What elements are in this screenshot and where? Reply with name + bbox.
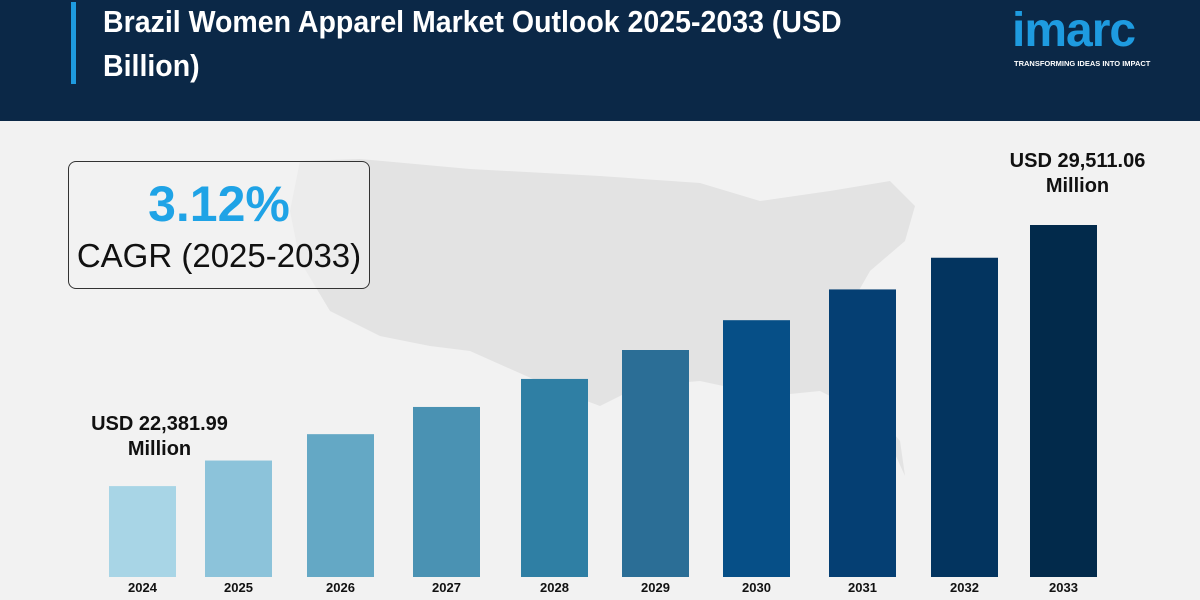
cagr-label: CAGR (2025-2033) — [76, 237, 362, 274]
cagr-value: 3.12% — [148, 176, 290, 232]
title-accent-bar — [71, 2, 76, 84]
start-value-line2: Million — [127, 438, 192, 460]
x-tick-label: 2029 — [641, 580, 670, 595]
usa-map-silhouette — [290, 159, 915, 476]
logo-tagline: TRANSFORMING IDEAS INTO IMPACT — [1014, 59, 1151, 68]
end-value-annotation: USD 29,511.06 Million — [990, 149, 1165, 199]
bar-2029 — [622, 350, 689, 577]
header-banner: Brazil Women Apparel Market Outlook 2025… — [0, 0, 1200, 121]
x-tick-label: 2024 — [128, 580, 158, 595]
start-value-line1: USD 22,381.99 — [91, 413, 228, 435]
start-value-annotation: USD 22,381.99 Million — [72, 412, 247, 462]
x-tick-label: 2027 — [432, 580, 461, 595]
bar-2028 — [521, 378, 588, 577]
x-tick-label: 2030 — [742, 580, 771, 595]
bar-2031 — [829, 289, 896, 577]
x-tick-label: 2033 — [1049, 580, 1078, 595]
imarc-logo: imarc TRANSFORMING IDEAS INTO IMPACT — [1012, 2, 1162, 72]
bar-2030 — [723, 320, 790, 577]
bar-2032 — [931, 257, 998, 577]
bar-2024 — [109, 486, 176, 577]
x-tick-label: 2032 — [950, 580, 979, 595]
end-value-line1: USD 29,511.06 — [1009, 150, 1146, 172]
bar-2026 — [307, 434, 374, 577]
x-tick-label: 2026 — [326, 580, 355, 595]
cagr-box: 3.12% CAGR (2025-2033) — [68, 161, 370, 289]
logo-wordmark: imarc — [1012, 4, 1136, 57]
bar-2025 — [205, 460, 272, 577]
bar-2033 — [1030, 225, 1097, 577]
x-tick-label: 2031 — [848, 580, 877, 595]
chart-title: Brazil Women Apparel Market Outlook 2025… — [103, 4, 842, 83]
x-tick-label: 2028 — [540, 580, 569, 595]
x-tick-label: 2025 — [224, 580, 253, 595]
bar-2027 — [413, 406, 480, 577]
end-value-line2: Million — [1045, 175, 1110, 197]
